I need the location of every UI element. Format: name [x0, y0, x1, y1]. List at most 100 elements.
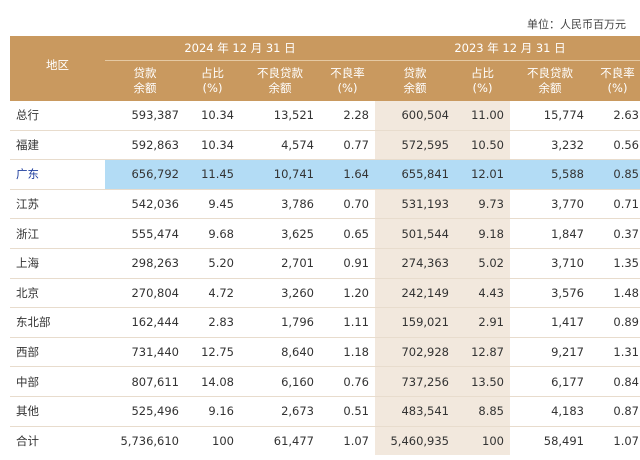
- cell-s24: 11.45: [185, 159, 240, 190]
- region-name: 福建: [10, 130, 105, 161]
- region-name: 合计: [16, 433, 39, 448]
- cell-n23: 9,217: [510, 337, 590, 368]
- cell-n24: 6,160: [240, 366, 320, 397]
- cell-r23: 1.48: [590, 278, 640, 309]
- col-npl-line2: 余额: [538, 81, 562, 95]
- cell-l23: 242,149: [375, 278, 455, 309]
- region-name: 东北部: [10, 307, 105, 338]
- cell-s23: 5.02: [455, 248, 510, 279]
- cell-n24: 2,673: [240, 396, 320, 427]
- cell-r24: 0.76: [320, 366, 375, 397]
- cell-l23: 531,193: [375, 189, 455, 220]
- cell-n23: 1,847: [510, 218, 590, 249]
- cell-n23: 3,576: [510, 278, 590, 309]
- table-row: 上海 298,263 5.20 2,701 0.91 274,363 5.02 3,710 1.…: [10, 248, 640, 279]
- col-npl-line2: 余额: [268, 81, 292, 95]
- region-name: 其他: [10, 396, 105, 427]
- cell-r24: 0.77: [320, 130, 375, 161]
- cell-r24: 0.65: [320, 218, 375, 249]
- cell-l23: 274,363: [375, 248, 455, 279]
- cell-s24: 9.16: [185, 396, 240, 427]
- cell-n23: 3,770: [510, 189, 590, 220]
- col-npl-2024: 不良贷款 余额: [240, 60, 320, 101]
- col-loans-line2: 余额: [403, 81, 427, 95]
- cell-s24: 9.68: [185, 218, 240, 249]
- col-nplr-line2: (%): [607, 81, 628, 95]
- cell-n24: 3,786: [240, 189, 320, 220]
- cell-n24: 3,260: [240, 278, 320, 309]
- cell-n23: 3,710: [510, 248, 590, 279]
- cell-s24: 9.45: [185, 189, 240, 220]
- col-loans-line1: 贷款: [133, 66, 157, 80]
- cell-l23: 737,256: [375, 366, 455, 397]
- cell-r23: 0.56: [590, 130, 640, 161]
- cell-s23: 12.01: [455, 159, 510, 190]
- region-name: 总行: [10, 101, 105, 131]
- cell-s23: 12.87: [455, 337, 510, 368]
- cell-l23: 159,021: [375, 307, 455, 338]
- cell-s24: 10.34: [185, 101, 240, 131]
- cell-s23: 11.00: [455, 101, 510, 131]
- table-row: 东北部 162,444 2.83 1,796 1.11 159,021 2.91 1,417 0…: [10, 307, 640, 338]
- cell-r24: 1.64: [320, 159, 375, 190]
- cell-l24: 593,387: [105, 101, 185, 131]
- table-row: 中部 807,611 14.08 6,160 0.76 737,256 13.50 6,177…: [10, 366, 640, 397]
- cell-n24: 3,625: [240, 218, 320, 249]
- table-row: 西部 731,440 12.75 8,640 1.18 702,928 12.87 9,217…: [10, 337, 640, 368]
- cell-l23: 600,504: [375, 101, 455, 131]
- cell-l24: 525,496: [105, 396, 185, 427]
- cell-l23: 702,928: [375, 337, 455, 368]
- cell-r24: 0.91: [320, 248, 375, 279]
- table-body: 总行 593,387 10.34 13,521 2.28 600,504 11.00 15,7…: [10, 101, 640, 456]
- col-share-2023: 占比 (%): [455, 60, 510, 101]
- col-loans-line1: 贷款: [403, 66, 427, 80]
- cell-l24: 270,804: [105, 278, 185, 309]
- cell-l24: 807,611: [105, 366, 185, 397]
- cell-s23: 8.85: [455, 396, 510, 427]
- cell-s23: 9.73: [455, 189, 510, 220]
- cell-l23: 483,541: [375, 396, 455, 427]
- cell-l24: 5,736,610: [120, 433, 179, 448]
- col-nplr-2024: 不良率 (%): [320, 60, 375, 101]
- cell-n23: 4,183: [510, 396, 590, 427]
- region-name: 上海: [10, 248, 105, 279]
- loan-region-table: 地区 2024 年 12 月 31 日 2023 年 12 月 31 日 贷款余…: [10, 36, 640, 456]
- cell-r23: 0.71: [590, 189, 640, 220]
- cell-r24: 1.07: [343, 433, 369, 448]
- cell-n23: 6,177: [510, 366, 590, 397]
- table-row: 广东 656,792 11.45 10,741 1.64 655,841 12.01 5,58…: [10, 159, 640, 190]
- cell-s23: 2.91: [455, 307, 510, 338]
- col-loans-2023: 贷款 余额: [375, 60, 455, 101]
- table-row: 江苏 542,036 9.45 3,786 0.70 531,193 9.73 3,770 0.…: [10, 189, 640, 220]
- cell-s23: 10.50: [455, 130, 510, 161]
- col-share-line2: (%): [202, 81, 223, 95]
- col-loans-line2: 余额: [133, 81, 157, 95]
- cell-r24: 2.28: [320, 101, 375, 131]
- cell-n24: 2,701: [240, 248, 320, 279]
- cell-l24: 592,863: [105, 130, 185, 161]
- cell-r23: 0.87: [590, 396, 640, 427]
- cell-l23: 5,460,935: [375, 426, 455, 456]
- cell-r23: 1.31: [590, 337, 640, 368]
- period-2023-header: 2023 年 12 月 31 日: [375, 36, 640, 61]
- region-name: 西部: [10, 337, 105, 368]
- table-row: 福建 592,863 10.34 4,574 0.77 572,595 10.50 3,232…: [10, 130, 640, 161]
- table-row: 总行 593,387 10.34 13,521 2.28 600,504 11.00 15,7…: [10, 101, 640, 131]
- table-row: 合计 5,736,610 100 61,477 1.07 5,460,935 100 58,4…: [10, 426, 640, 456]
- col-share-line1: 占比: [471, 66, 494, 80]
- cell-n24: 61,477: [273, 433, 314, 448]
- cell-r23: 0.89: [590, 307, 640, 338]
- cell-s24: 5.20: [185, 248, 240, 279]
- cell-l23: 501,544: [375, 218, 455, 249]
- cell-l24: 555,474: [105, 218, 185, 249]
- cell-s24: 100: [212, 433, 234, 448]
- table-header: 地区 2024 年 12 月 31 日 2023 年 12 月 31 日 贷款余…: [10, 36, 640, 101]
- cell-r24: 1.18: [320, 337, 375, 368]
- cell-r24: 0.70: [320, 189, 375, 220]
- region-name: 江苏: [10, 189, 105, 220]
- table-row: 其他 525,496 9.16 2,673 0.51 483,541 8.85 4,183 0.…: [10, 396, 640, 427]
- cell-n23: 5,588: [510, 159, 590, 190]
- cell-l24: 298,263: [105, 248, 185, 279]
- cell-s24: 14.08: [185, 366, 240, 397]
- cell-l24: 731,440: [105, 337, 185, 368]
